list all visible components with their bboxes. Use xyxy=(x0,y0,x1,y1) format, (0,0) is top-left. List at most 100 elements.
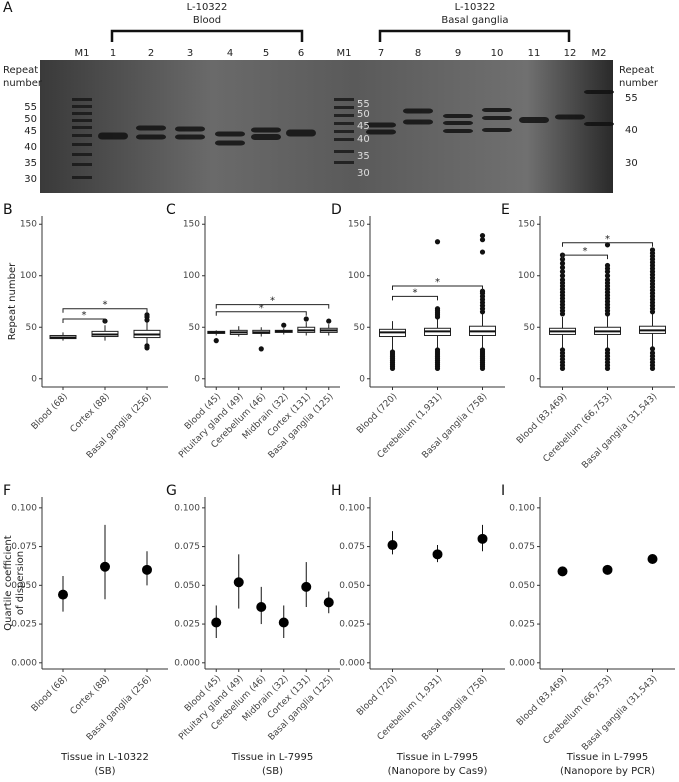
significance-bracket xyxy=(392,295,438,301)
gel-band xyxy=(443,129,473,133)
outlier xyxy=(281,322,287,328)
y-tick-label: 100 xyxy=(183,271,200,281)
outlier xyxy=(604,273,611,279)
lane-label: 10 xyxy=(491,48,504,59)
gel-band xyxy=(366,122,396,128)
x-axis-label: Tissue in L-10322 xyxy=(60,752,149,763)
y-tick-label: 0.000 xyxy=(509,658,535,668)
outlier xyxy=(559,264,566,271)
outlier xyxy=(479,249,486,255)
significance-bracket xyxy=(562,242,653,247)
ladder-label: 55 xyxy=(24,102,37,113)
point xyxy=(211,617,222,628)
outlier xyxy=(434,306,441,312)
outlier xyxy=(479,232,486,239)
x-tick-label: Basal ganglia (31,543) xyxy=(580,674,659,753)
lane-label: 9 xyxy=(455,48,461,59)
significance-label: * xyxy=(103,300,108,311)
ladder-label: 55 xyxy=(357,99,370,110)
y-tick-label: 150 xyxy=(183,220,200,230)
y-tick-label: 0.100 xyxy=(509,503,535,513)
y-tick-label: 0.025 xyxy=(509,620,535,630)
x-tick-label: Blood (68) xyxy=(30,392,70,432)
y-tick-label: 0.050 xyxy=(509,581,535,591)
outlier xyxy=(604,242,611,248)
point xyxy=(647,553,658,564)
panel-letter: D xyxy=(331,202,342,218)
ladder-band xyxy=(72,119,92,122)
panel-letter: H xyxy=(331,483,342,499)
outlier xyxy=(326,318,332,324)
x-axis-label: (Nanopore by PCR) xyxy=(560,766,655,777)
ladder-label: 55 xyxy=(625,93,638,104)
ladder-band xyxy=(72,176,92,179)
y-tick-label: 0.075 xyxy=(174,542,200,552)
gel-band xyxy=(482,116,512,120)
gel-band xyxy=(175,126,205,132)
y-tick-label: 0 xyxy=(529,374,535,384)
y-tick-label: 0.100 xyxy=(174,503,200,513)
significance-label: * xyxy=(413,287,418,298)
panel-letter: G xyxy=(166,483,177,499)
significance-bracket xyxy=(62,308,148,313)
y-tick-label: 100 xyxy=(518,271,535,281)
gel-band xyxy=(403,119,433,125)
gel-band xyxy=(555,114,585,120)
y-tick-label: 150 xyxy=(348,220,365,230)
outlier xyxy=(559,260,566,266)
ladder-band xyxy=(72,105,92,108)
y-label: number xyxy=(3,78,43,89)
ladder-label: 45 xyxy=(357,121,370,132)
y-tick-label: 0.025 xyxy=(339,620,365,630)
gel-image xyxy=(40,60,613,193)
lane-label: 2 xyxy=(148,48,154,59)
outlier xyxy=(649,350,656,356)
y-label: Repeat xyxy=(619,65,654,76)
panel-letter: I xyxy=(501,483,505,499)
group-bracket xyxy=(378,29,571,42)
group-subtitle: Basal ganglia xyxy=(441,15,508,26)
ladder-band xyxy=(72,153,92,156)
lane-label: 1 xyxy=(110,48,116,59)
outlier xyxy=(479,288,486,294)
point xyxy=(58,589,68,600)
group-subtitle: Blood xyxy=(193,15,221,26)
x-tick-label: Basal ganglia (31,543) xyxy=(580,392,659,471)
x-tick-label: Cortex (88) xyxy=(69,392,112,435)
ladder-band xyxy=(72,163,92,166)
point xyxy=(301,581,312,592)
x-tick-label: Cortex (88) xyxy=(69,674,112,717)
gel-band xyxy=(519,117,549,123)
y-tick-label: 0.050 xyxy=(174,581,200,591)
y-tick-label: 0 xyxy=(194,374,200,384)
significance-label: * xyxy=(270,296,275,307)
outlier xyxy=(213,338,219,344)
ladder-band xyxy=(72,126,92,129)
ladder-label: 30 xyxy=(24,174,37,185)
ladder-label: 35 xyxy=(24,158,37,169)
ladder-label: 50 xyxy=(357,109,370,120)
y-tick-label: 0.000 xyxy=(11,658,37,668)
lane-label: 12 xyxy=(564,48,577,59)
lane-label: 5 xyxy=(263,48,269,59)
significance-bracket xyxy=(62,318,106,324)
point xyxy=(256,602,267,613)
y-tick-label: 50 xyxy=(354,323,366,333)
x-axis-label: (SB) xyxy=(262,766,283,777)
outlier xyxy=(258,346,264,352)
ladder-band xyxy=(334,130,354,133)
gel-band xyxy=(482,128,512,132)
panel-letter: B xyxy=(3,202,13,218)
point xyxy=(477,533,488,544)
gel-band xyxy=(215,131,245,137)
ladder-label: 30 xyxy=(625,158,638,169)
lane-label: 8 xyxy=(415,48,421,59)
outlier xyxy=(649,346,656,352)
gel-band xyxy=(584,122,614,126)
lane-label: 3 xyxy=(187,48,193,59)
outlier xyxy=(144,343,150,349)
ladder-band xyxy=(72,143,92,146)
point xyxy=(557,566,568,577)
y-tick-label: 0.100 xyxy=(11,503,37,513)
